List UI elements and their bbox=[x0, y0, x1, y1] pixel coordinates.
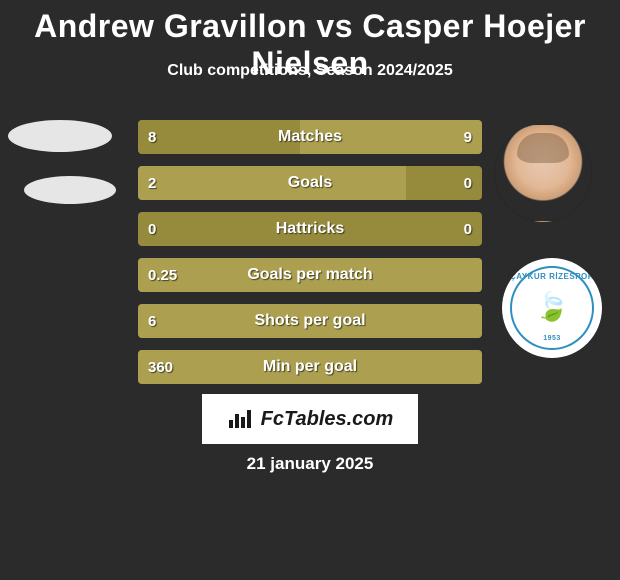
stat-value-right: 0 bbox=[464, 166, 472, 200]
avatar-left-placeholder-1 bbox=[8, 120, 112, 152]
stat-label: Goals per match bbox=[138, 258, 482, 292]
stat-row: 8Matches9 bbox=[138, 120, 482, 154]
stat-row: 0.25Goals per match bbox=[138, 258, 482, 292]
bar-chart-icon bbox=[227, 408, 255, 430]
stat-label: Matches bbox=[138, 120, 482, 154]
date-label: 21 january 2025 bbox=[0, 454, 620, 474]
badge-leaf-icon: 🍃 bbox=[535, 290, 570, 323]
stat-label: Shots per goal bbox=[138, 304, 482, 338]
stat-row: 0Hattricks0 bbox=[138, 212, 482, 246]
stat-value-right: 0 bbox=[464, 212, 472, 246]
page-subtitle: Club competitions, Season 2024/2025 bbox=[0, 62, 620, 80]
stat-label: Goals bbox=[138, 166, 482, 200]
stats-bars: 8Matches92Goals00Hattricks00.25Goals per… bbox=[138, 120, 482, 396]
stat-row: 2Goals0 bbox=[138, 166, 482, 200]
stat-row: 360Min per goal bbox=[138, 350, 482, 384]
avatar-left-placeholder-2 bbox=[24, 176, 116, 204]
avatar-right bbox=[494, 124, 592, 222]
badge-text-top: ÇAYKUR RİZESPOR bbox=[510, 272, 594, 281]
footer-label: FcTables.com bbox=[261, 408, 394, 431]
club-badge-right: ÇAYKUR RİZESPOR 🍃 1953 bbox=[502, 258, 602, 358]
stat-label: Hattricks bbox=[138, 212, 482, 246]
footer-brand: FcTables.com bbox=[202, 394, 418, 444]
stat-value-right: 9 bbox=[464, 120, 472, 154]
badge-text-bottom: 1953 bbox=[543, 335, 561, 342]
stat-label: Min per goal bbox=[138, 350, 482, 384]
stat-row: 6Shots per goal bbox=[138, 304, 482, 338]
